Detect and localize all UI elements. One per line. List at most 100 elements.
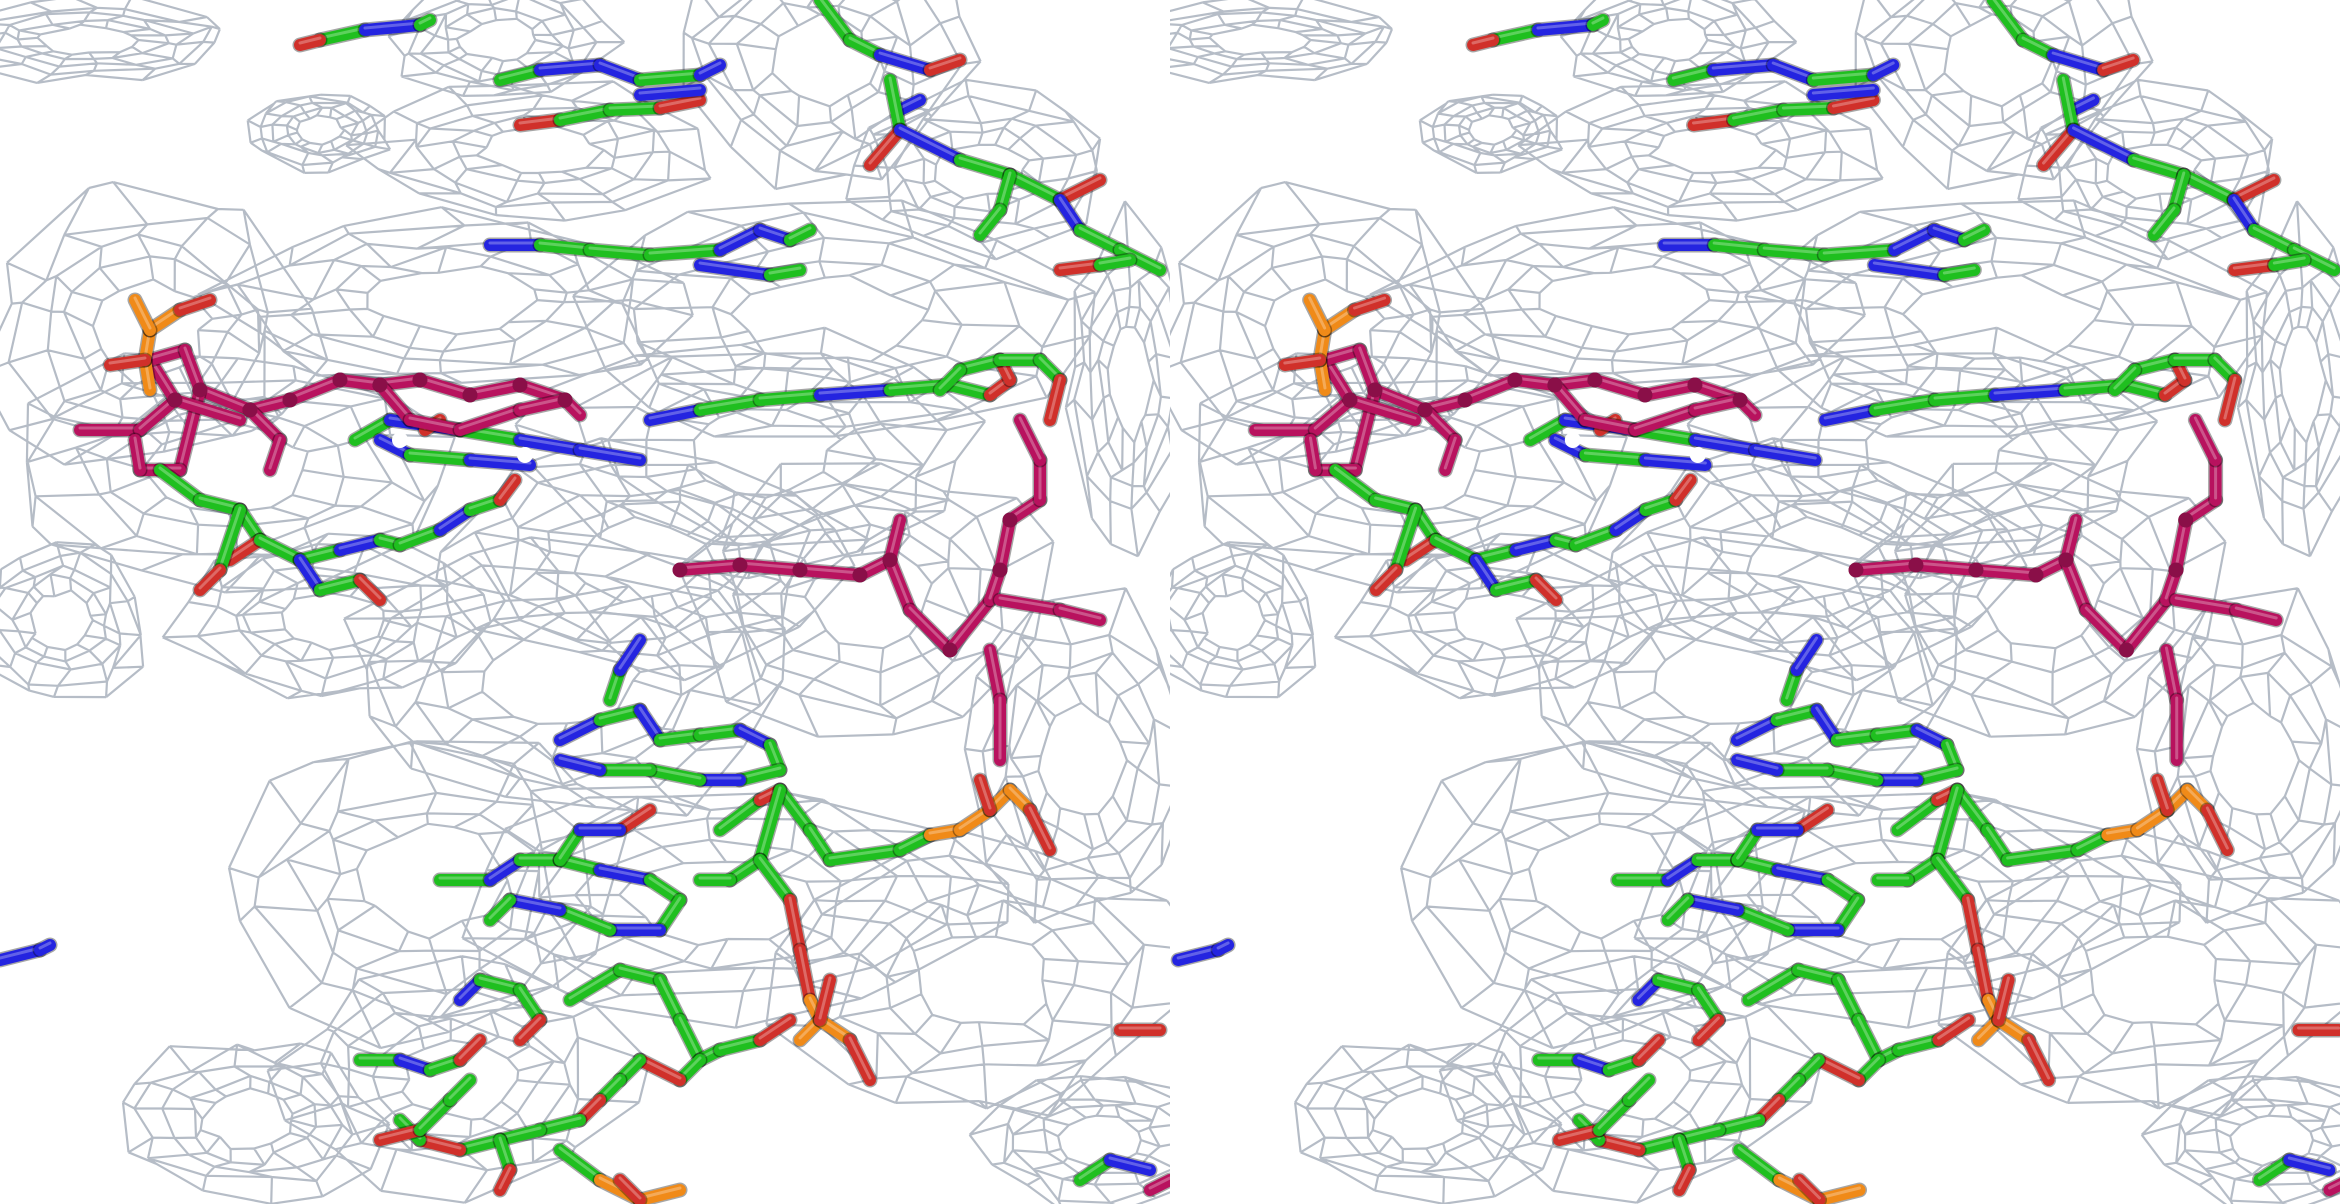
bond-highlight [2072, 126, 2136, 160]
bond-highlight [1873, 396, 1937, 410]
bond-highlight [1514, 536, 1558, 550]
ligand-atom [2118, 642, 2134, 658]
bond-highlight [1795, 806, 1829, 830]
bond-stick [2067, 124, 2140, 166]
bond-stick [904, 604, 956, 656]
bond-highlight [1216, 941, 1230, 950]
bond-highlight [618, 636, 642, 670]
bond-stick [1639, 379, 1702, 401]
bond-stick [1821, 874, 1864, 906]
bond-highlight [578, 1096, 602, 1120]
bond-stick [1369, 494, 1422, 516]
bond-stick [654, 94, 706, 114]
density-cage [1517, 80, 1884, 222]
bond-highlight [1643, 381, 1697, 395]
density-cage [1170, 181, 1501, 466]
bond-highlight [598, 866, 652, 880]
bond-highlight [398, 1056, 432, 1070]
bond-highlight [198, 566, 222, 590]
bond-stick [134, 394, 181, 436]
bond-stick [1689, 434, 1762, 456]
bond-stick [1888, 224, 1941, 256]
bond-highlight [1992, 0, 2025, 40]
bond-stick [554, 104, 616, 126]
bond-stick [1004, 169, 1066, 206]
bond-stick [644, 874, 686, 906]
bond-stick [2218, 374, 2241, 426]
bond-stick [214, 504, 246, 576]
bond-highlight [418, 376, 472, 395]
bond-stick [264, 434, 286, 476]
bond-stick [294, 34, 326, 51]
bond-stick [129, 434, 146, 476]
bond-highlight [2123, 381, 2167, 395]
bond-stick [1951, 784, 1994, 836]
bond-stick [1429, 534, 1482, 566]
ring-highlight [392, 432, 408, 448]
bond-highlight [1872, 261, 1946, 275]
density-cage [121, 1042, 391, 1204]
bond-stick [2097, 54, 2140, 76]
bond-highlight [1693, 436, 1757, 450]
bond-stick [1929, 389, 2002, 406]
density-cage [2140, 1075, 2340, 1204]
ligand-atom [2028, 567, 2044, 583]
bond-highlight [758, 226, 792, 240]
bond-stick [1986, 0, 2029, 46]
bond-highlight [1358, 346, 1377, 390]
bond-highlight [998, 596, 1062, 610]
bond-highlight [958, 356, 1002, 370]
bond-stick [1958, 224, 1991, 246]
bond-highlight [558, 1146, 602, 1180]
bond-stick [1732, 904, 1795, 936]
ligand-atom [672, 562, 688, 578]
bond-stick [634, 1184, 686, 1204]
bond-highlight [133, 436, 142, 470]
bond-highlight [1811, 86, 1875, 95]
bond-stick [774, 784, 816, 836]
bond-highlight [1633, 406, 1697, 430]
bond-stick [2118, 379, 2171, 401]
density-mesh [0, 0, 1170, 1204]
bond-highlight [1825, 766, 1879, 780]
bond-highlight [1637, 1036, 1661, 1060]
bond-highlight [1736, 906, 1790, 930]
bond-stick [444, 1074, 476, 1106]
ligand-atom [992, 562, 1008, 578]
bond-stick [814, 384, 896, 401]
bond-stick [194, 384, 256, 416]
density-cage [1170, 541, 1317, 699]
ligand-atom [732, 557, 748, 573]
bond-stick [1892, 1034, 1945, 1056]
bond-stick [694, 724, 746, 741]
bond-stick [584, 244, 656, 261]
bond-stick [464, 379, 526, 401]
bond-highlight [1976, 946, 1990, 1000]
bond-stick [2228, 259, 2281, 276]
bond-highlight [2193, 416, 2217, 460]
bond-highlight [1945, 741, 1959, 770]
ligand-atom [1507, 372, 1523, 388]
ligand-atom [942, 642, 958, 658]
bond-highlight [408, 451, 472, 460]
bond-stick [594, 59, 646, 86]
bond-stick [944, 594, 996, 656]
stick-model [1170, 0, 2340, 1204]
bond-highlight [1826, 876, 1860, 900]
bond-highlight [498, 1126, 542, 1140]
bond-stick [554, 714, 606, 746]
bond-stick [564, 964, 626, 1006]
bond-highlight [868, 126, 902, 165]
bond-stick [554, 904, 616, 936]
bond-stick [484, 894, 516, 926]
bond-stick [474, 974, 526, 996]
bond-stick [654, 974, 686, 1026]
bond-stick [1731, 754, 1784, 776]
bond-highlight [678, 561, 742, 570]
bond-stick [1632, 1034, 1665, 1066]
bond-stick [814, 1014, 856, 1046]
bond-stick [414, 1094, 456, 1136]
bond-stick [944, 379, 996, 401]
bond-highlight [948, 596, 992, 650]
bond-highlight [1058, 606, 1102, 620]
